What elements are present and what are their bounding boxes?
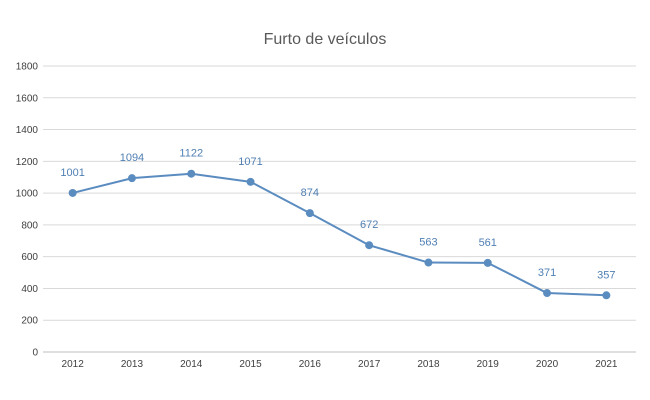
data-labels: 1001 1094 1122 1071 874 672 563 561 371 357 bbox=[60, 148, 615, 282]
data-point bbox=[543, 289, 552, 298]
y-tick-label: 1000 bbox=[16, 189, 39, 200]
y-axis: 0 200 400 600 800 1000 1200 1400 1600 1800 bbox=[16, 62, 39, 359]
x-axis: 2012 2013 2014 2015 2016 2017 2018 2019 2020 2021 bbox=[43, 351, 636, 370]
data-point bbox=[602, 291, 611, 300]
y-tick-label: 400 bbox=[21, 284, 38, 295]
data-label: 357 bbox=[597, 269, 615, 281]
data-label: 563 bbox=[419, 237, 437, 249]
x-tick-label: 2019 bbox=[477, 359, 500, 370]
data-point bbox=[68, 188, 77, 197]
x-tick-label: 2017 bbox=[358, 359, 381, 370]
y-tick-label: 1400 bbox=[16, 125, 39, 136]
data-point bbox=[127, 174, 136, 183]
series-line-group bbox=[72, 172, 607, 297]
y-tick-label: 1200 bbox=[16, 157, 39, 168]
data-label: 1001 bbox=[60, 167, 84, 179]
x-tick-label: 2018 bbox=[417, 359, 440, 370]
data-point bbox=[246, 177, 255, 186]
series-line bbox=[72, 172, 607, 297]
x-tick-label: 2012 bbox=[62, 359, 85, 370]
chart-title: Furto de veículos bbox=[264, 31, 387, 48]
data-point bbox=[365, 241, 374, 250]
y-tick-label: 0 bbox=[32, 348, 38, 359]
x-tick-label: 2020 bbox=[536, 359, 559, 370]
x-tick-label: 2021 bbox=[595, 359, 618, 370]
x-tick-label: 2014 bbox=[180, 359, 203, 370]
data-label: 371 bbox=[538, 267, 556, 279]
y-tick-label: 1600 bbox=[16, 93, 39, 104]
data-label: 874 bbox=[301, 187, 319, 199]
y-tick-label: 200 bbox=[21, 316, 38, 327]
data-point bbox=[305, 209, 314, 218]
data-point bbox=[187, 169, 196, 178]
y-tick-label: 800 bbox=[21, 220, 38, 231]
data-point bbox=[483, 258, 492, 267]
data-label: 561 bbox=[479, 237, 497, 249]
data-label: 672 bbox=[360, 219, 378, 231]
data-points bbox=[68, 169, 611, 300]
y-tick-label: 1800 bbox=[16, 62, 39, 73]
data-label: 1071 bbox=[238, 156, 262, 168]
x-tick-label: 2016 bbox=[299, 359, 322, 370]
data-label: 1122 bbox=[179, 148, 203, 160]
x-tick-label: 2015 bbox=[239, 359, 262, 370]
y-tick-label: 600 bbox=[21, 252, 38, 263]
x-tick-label: 2013 bbox=[121, 359, 144, 370]
gridlines bbox=[43, 65, 636, 321]
data-point bbox=[424, 258, 433, 267]
data-label: 1094 bbox=[120, 152, 144, 164]
